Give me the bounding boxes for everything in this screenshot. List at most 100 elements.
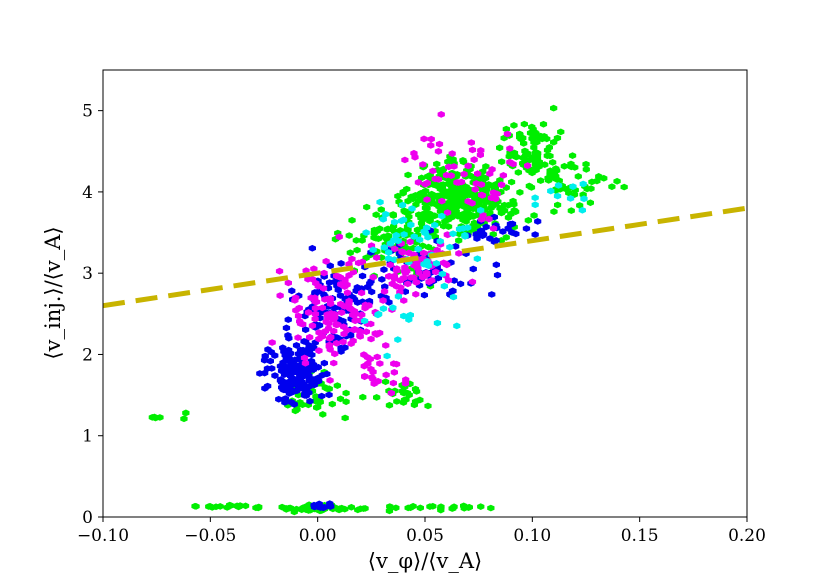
hexbin-point: [478, 232, 487, 240]
hexbin-point: [437, 503, 445, 511]
hexbin-point: [318, 304, 326, 312]
hexbin-point: [461, 191, 469, 198]
x-ticks: −0.10 −0.05 0.00 0.05 0.10 0.15 0.20: [77, 517, 766, 546]
hexbin-point: [560, 162, 568, 170]
hexbin-point: [579, 180, 587, 188]
hexbin-point: [330, 359, 338, 367]
hexbin-point: [292, 307, 300, 314]
hexbin-point: [361, 301, 370, 309]
hexbin-point: [464, 224, 472, 231]
hexbin-point: [437, 111, 445, 118]
hexbin-point: [496, 144, 504, 152]
hexbin-point: [543, 135, 551, 143]
hexbin-point: [531, 231, 539, 238]
hexbin-point: [504, 201, 512, 209]
hexbin-point: [310, 503, 319, 511]
hexbin-point: [588, 178, 596, 186]
hexbin-point: [389, 379, 397, 387]
y-axis-label: ⟨v_inj.⟩/⟨v_A⟩: [41, 226, 65, 359]
hexbin-point: [339, 317, 347, 325]
hexbin-point: [525, 182, 533, 190]
hexbin-point: [359, 505, 368, 512]
hexbin-point: [524, 217, 532, 224]
hexbin-point: [442, 171, 451, 179]
hexbin-point: [148, 414, 156, 421]
hexbin-point: [338, 309, 346, 316]
hexbin-point: [420, 249, 428, 257]
hexbin-point: [348, 255, 356, 263]
hexbin-point: [284, 316, 292, 323]
hexbin-point: [438, 197, 446, 205]
hexbin-point: [396, 277, 404, 284]
hexbin-point: [293, 406, 301, 413]
hexbin-point: [482, 223, 490, 231]
hexbin-point: [576, 202, 584, 209]
hexbin-point: [420, 291, 428, 299]
hexbin-point: [485, 215, 493, 223]
hexbin-point: [409, 195, 417, 203]
hexbin-point: [438, 270, 446, 278]
hexbin-point: [423, 271, 431, 278]
hexbin-point: [388, 280, 396, 288]
hexbin-point: [509, 197, 517, 205]
fit-line: [102, 205, 748, 309]
hexbin-point: [300, 338, 308, 345]
hexbin-point: [256, 370, 264, 377]
hexbin-point: [528, 166, 536, 174]
hexbin-point: [414, 245, 422, 253]
hexbin-point: [304, 346, 312, 353]
hexbin-point: [348, 216, 356, 224]
x-tick-label: 0.20: [728, 526, 766, 546]
hexbin-point: [554, 182, 563, 189]
hexbin-point: [325, 320, 333, 327]
hexbin-point: [309, 361, 318, 368]
hexbin-point: [332, 339, 341, 347]
hexbin-point: [508, 220, 517, 228]
hexbin-point: [390, 256, 399, 264]
hexbin-point: [277, 376, 285, 383]
hexbin-point: [358, 272, 367, 280]
hexbin-point: [399, 188, 407, 196]
hexbin-point: [429, 181, 437, 188]
hexbin-point: [358, 289, 366, 297]
hexbin-point: [402, 376, 410, 383]
hexbin-point: [446, 243, 454, 251]
hexbin-point: [288, 287, 296, 295]
hexbin-point: [334, 321, 342, 328]
hexbin-point: [339, 338, 347, 346]
hexbin-point: [300, 354, 309, 362]
hexbin-point: [557, 128, 565, 136]
hexbin-point: [391, 245, 399, 253]
hexbin-point: [302, 392, 310, 399]
hexbin-point: [305, 377, 313, 384]
hexbin-point: [499, 228, 507, 235]
hexbin-point: [477, 216, 486, 223]
hexbin-point: [489, 225, 498, 232]
hexbin-point: [443, 231, 452, 239]
hexbin-point: [309, 366, 317, 373]
hexbin-point: [455, 237, 463, 244]
hexbin-point: [468, 146, 477, 154]
hexbin-point: [337, 260, 345, 267]
hexbin-point: [335, 233, 343, 241]
hexbin-point: [419, 161, 427, 168]
hexbin-point: [342, 398, 350, 406]
y-tick-label: 3: [82, 264, 93, 284]
hexbin-point: [336, 395, 345, 403]
hexbin-point: [423, 179, 431, 187]
hexbin-point: [429, 167, 437, 175]
hexbin-point: [414, 260, 422, 268]
hexbin-point: [461, 233, 469, 240]
hexbin-point: [383, 226, 391, 233]
hexbin-point: [382, 210, 390, 218]
hexbin-point: [390, 369, 398, 376]
hexbin-point: [376, 360, 384, 367]
hexbin-point: [534, 218, 542, 225]
hexbin-point: [292, 342, 301, 349]
hexbin-point: [520, 140, 528, 147]
hexbin-point: [408, 205, 416, 212]
hexbin-point: [492, 200, 500, 208]
hexbin-point: [433, 160, 441, 168]
hexbin-point: [512, 153, 520, 160]
hexbin-point: [389, 211, 397, 218]
